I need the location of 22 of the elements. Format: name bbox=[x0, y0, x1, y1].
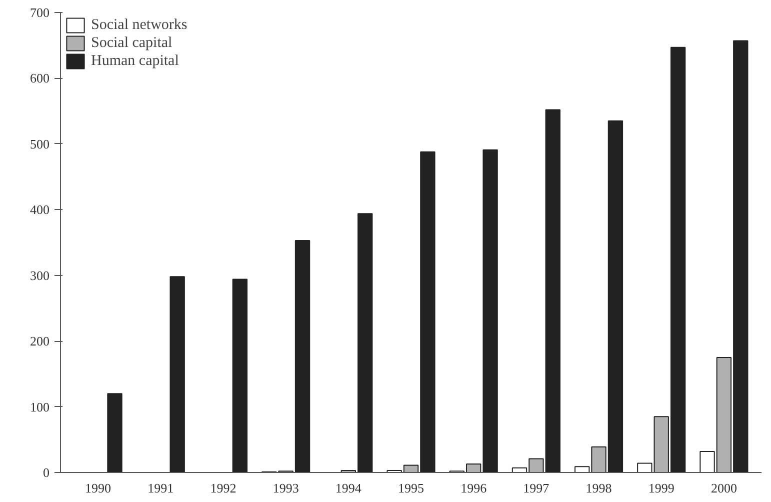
y-tick-label: 400 bbox=[30, 202, 50, 218]
y-tick-label: 0 bbox=[43, 465, 50, 480]
y-tick-label: 100 bbox=[30, 399, 50, 414]
x-tick-label: 1996 bbox=[460, 480, 488, 496]
x-tick-label: 1993 bbox=[272, 480, 299, 496]
x-tick-label: 2000 bbox=[710, 480, 737, 496]
x-tick-label: 1991 bbox=[148, 480, 174, 496]
legend-label: Social capital bbox=[91, 34, 172, 52]
x-tick-label: 1995 bbox=[398, 480, 424, 496]
y-tick-label: 600 bbox=[30, 70, 50, 86]
y-tick-label: 300 bbox=[30, 268, 50, 283]
x-tick-label: 1999 bbox=[648, 480, 674, 496]
legend-label: Social networks bbox=[91, 16, 188, 34]
x-tick-label: 1997 bbox=[523, 480, 550, 496]
y-tick-label: 700 bbox=[30, 5, 50, 20]
x-tick-label: 1990 bbox=[85, 480, 112, 496]
y-tick-label: 500 bbox=[30, 136, 50, 152]
x-tick-label: 1998 bbox=[586, 480, 612, 496]
legend-label: Human capital bbox=[91, 52, 179, 70]
x-tick-label: 1992 bbox=[210, 480, 236, 496]
x-tick-label: 1994 bbox=[335, 480, 362, 496]
y-tick-label: 200 bbox=[30, 334, 50, 349]
